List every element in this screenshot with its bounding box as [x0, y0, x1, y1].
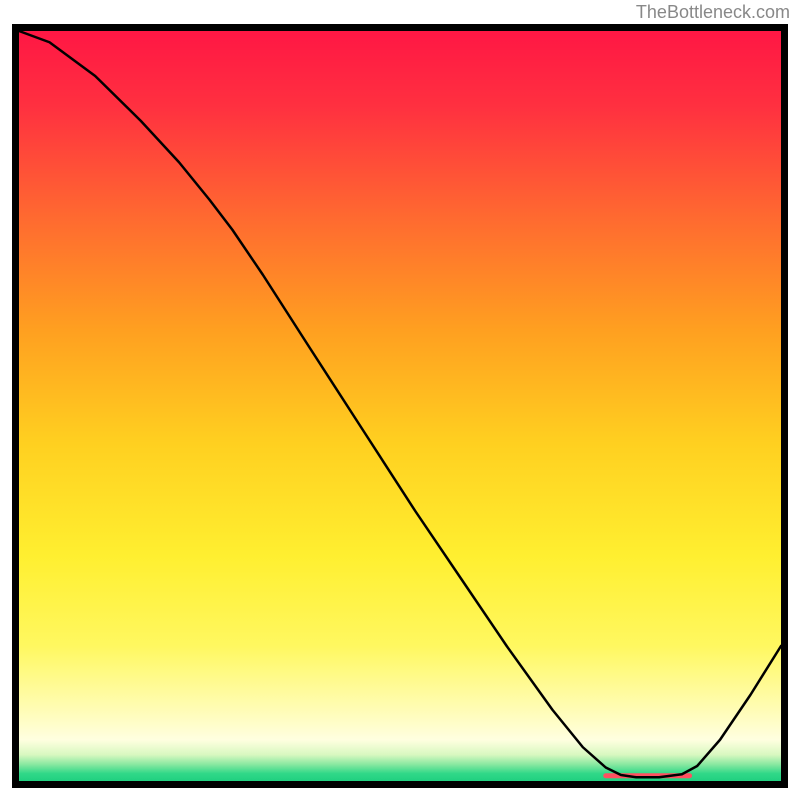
- attribution-text: TheBottleneck.com: [636, 2, 790, 23]
- bottleneck-chart: [12, 24, 788, 788]
- chart-svg: [12, 24, 788, 788]
- chart-background: [19, 31, 781, 781]
